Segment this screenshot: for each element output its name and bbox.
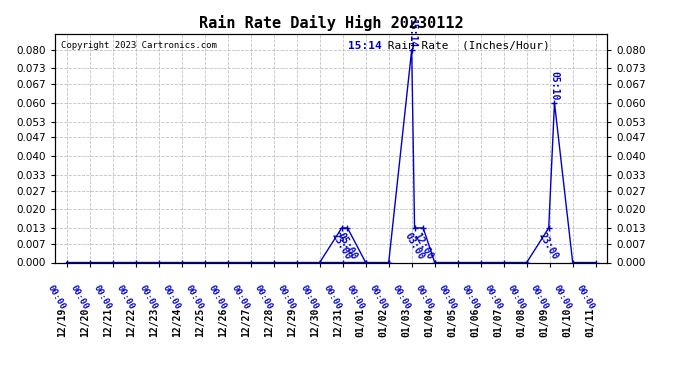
Text: 00:00: 00:00 xyxy=(344,283,366,311)
Text: 00:00: 00:00 xyxy=(68,283,90,311)
Text: 00:00: 00:00 xyxy=(230,283,250,311)
Text: 01/08: 01/08 xyxy=(517,308,526,337)
Text: 12/19: 12/19 xyxy=(57,308,67,337)
Text: 00:00: 00:00 xyxy=(275,283,297,311)
Text: 01/06: 01/06 xyxy=(471,308,481,337)
Text: 12/27: 12/27 xyxy=(241,308,250,337)
Text: 00:00: 00:00 xyxy=(184,283,205,311)
Text: Rain Rate  (Inches/Hour): Rain Rate (Inches/Hour) xyxy=(381,40,550,51)
Text: 01/01: 01/01 xyxy=(356,308,366,337)
Text: 00:00: 00:00 xyxy=(391,283,412,311)
Text: 12/29: 12/29 xyxy=(287,308,297,337)
Text: 23:00: 23:00 xyxy=(537,231,560,261)
Text: 00:00: 00:00 xyxy=(299,283,319,311)
Text: 12/22: 12/22 xyxy=(126,308,136,337)
Text: 00:00: 00:00 xyxy=(206,283,228,311)
Text: 00:00: 00:00 xyxy=(575,283,595,311)
Text: 00:00: 00:00 xyxy=(115,283,136,311)
Text: 12/31: 12/31 xyxy=(333,308,343,337)
Text: 00:00: 00:00 xyxy=(253,283,274,311)
Text: 12/21: 12/21 xyxy=(103,308,112,337)
Text: 01/03: 01/03 xyxy=(402,308,412,337)
Text: 00:00: 00:00 xyxy=(529,283,550,311)
Text: 00:00: 00:00 xyxy=(506,283,526,311)
Text: 01/02: 01/02 xyxy=(379,308,388,337)
Text: 03:00: 03:00 xyxy=(403,231,426,261)
Text: 01/07: 01/07 xyxy=(494,308,504,337)
Text: 00:00: 00:00 xyxy=(551,283,573,311)
Text: 12/25: 12/25 xyxy=(195,308,205,337)
Text: 01/05: 01/05 xyxy=(448,308,457,337)
Text: 12/26: 12/26 xyxy=(218,308,228,337)
Text: 12/30: 12/30 xyxy=(310,308,319,337)
Text: 00:00: 00:00 xyxy=(482,283,504,311)
Text: 00:00: 00:00 xyxy=(137,283,159,311)
Text: 05:00: 05:00 xyxy=(336,231,359,261)
Text: 12:00: 12:00 xyxy=(411,231,435,261)
Text: Copyright 2023 Cartronics.com: Copyright 2023 Cartronics.com xyxy=(61,40,217,50)
Text: 00:00: 00:00 xyxy=(437,283,457,311)
Text: 12/20: 12/20 xyxy=(80,308,90,337)
Text: 00:00: 00:00 xyxy=(46,283,67,311)
Text: 12/28: 12/28 xyxy=(264,308,274,337)
Text: 01/11: 01/11 xyxy=(586,308,595,337)
Text: 00:00: 00:00 xyxy=(413,283,435,311)
Text: 00:00: 00:00 xyxy=(368,283,388,311)
Text: 01/04: 01/04 xyxy=(425,308,435,337)
Text: 23:00: 23:00 xyxy=(330,231,353,261)
Text: 01/09: 01/09 xyxy=(540,308,550,337)
Text: 12/24: 12/24 xyxy=(172,308,181,337)
Title: Rain Rate Daily High 20230112: Rain Rate Daily High 20230112 xyxy=(199,15,464,31)
Text: 00:00: 00:00 xyxy=(161,283,181,311)
Text: 00:00: 00:00 xyxy=(92,283,112,311)
Text: 15:14: 15:14 xyxy=(348,40,382,51)
Text: 01/10: 01/10 xyxy=(563,308,573,337)
Text: 15:14: 15:14 xyxy=(406,18,417,47)
Text: 00:00: 00:00 xyxy=(322,283,343,311)
Text: 05:10: 05:10 xyxy=(549,71,560,100)
Text: 00:00: 00:00 xyxy=(460,283,481,311)
Text: 12/23: 12/23 xyxy=(149,308,159,337)
